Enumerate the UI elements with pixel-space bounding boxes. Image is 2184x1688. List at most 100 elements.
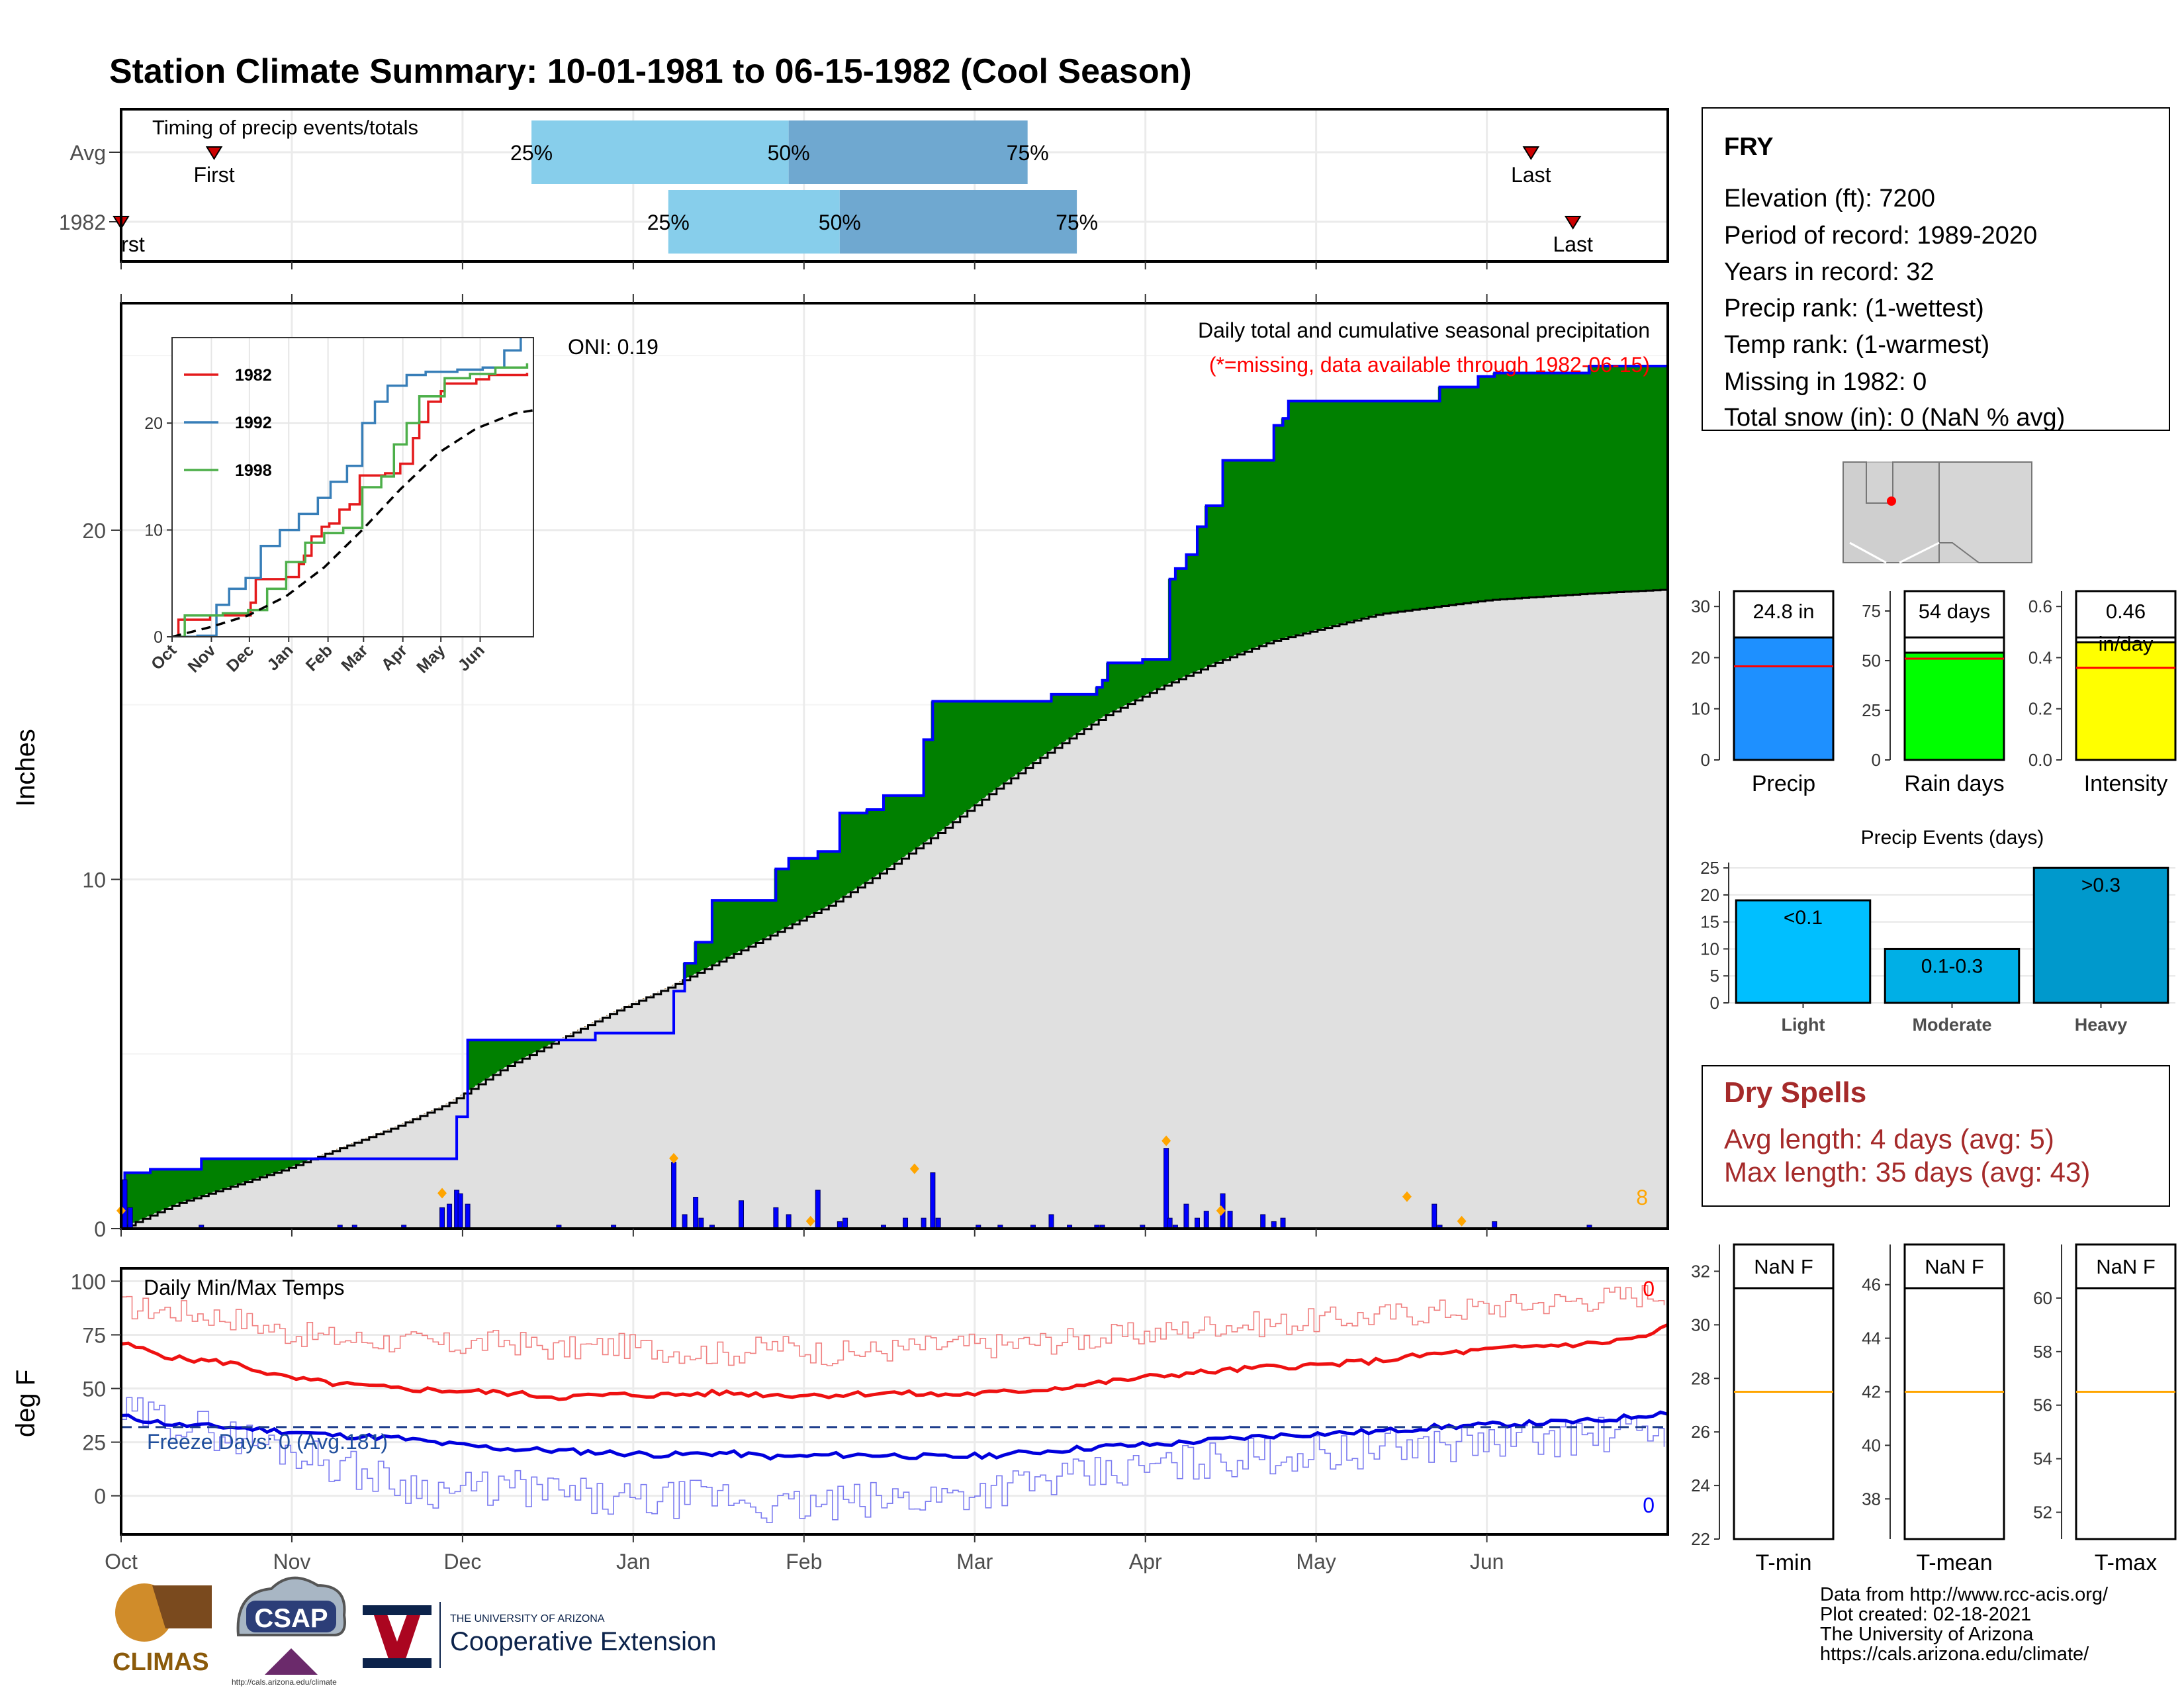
above-average-area <box>1576 373 1581 594</box>
timing-panel-label: Timing of precip events/totals <box>152 116 418 139</box>
above-average-area <box>136 1172 140 1221</box>
daily-precip-bar <box>439 1207 445 1229</box>
above-average-area <box>1492 373 1497 600</box>
above-average-area <box>1478 376 1482 602</box>
above-average-area <box>1087 694 1092 726</box>
above-average-area <box>529 1040 534 1055</box>
above-average-area <box>508 1040 512 1066</box>
mini-bar-y-tick-label: 10 <box>1691 699 1710 719</box>
above-average-area <box>194 1169 199 1198</box>
above-average-area <box>1369 400 1373 617</box>
above-average-area <box>766 900 771 937</box>
above-average-area <box>697 942 702 972</box>
above-average-area <box>1102 680 1107 717</box>
above-average-area <box>1124 663 1128 706</box>
daily-precip-bar <box>739 1200 745 1229</box>
above-average-area <box>1441 387 1446 606</box>
above-average-area <box>756 900 760 943</box>
above-average-area <box>1343 400 1347 623</box>
csap-label-bg <box>246 1601 336 1632</box>
mini-bar-label-box <box>1733 590 1835 639</box>
mini-bar-y-tick-label: 25 <box>1862 700 1881 720</box>
above-average-area <box>832 851 837 903</box>
temp-box-x-label: T-max <box>2095 1550 2157 1575</box>
above-average-area <box>1394 400 1398 612</box>
above-average-area <box>496 1040 501 1072</box>
above-average-area <box>1226 460 1231 658</box>
above-average-area <box>1295 400 1300 635</box>
events-bar <box>1735 899 1872 1004</box>
events-bar-label: <0.1 <box>1784 907 1823 929</box>
above-average-area <box>1288 400 1293 637</box>
above-average-area <box>996 701 1001 788</box>
inset-legend-label: 1998 <box>235 461 272 480</box>
dry-spells-avg: Avg length: 4 days (avg: 5) <box>1724 1123 2054 1154</box>
temp-box-y-tick-label: 60 <box>2033 1288 2052 1308</box>
main-y-tick-label: 10 <box>82 868 106 892</box>
above-average-area <box>278 1158 283 1171</box>
above-average-area <box>1324 400 1330 628</box>
above-average-area <box>471 1040 476 1088</box>
above-average-area <box>931 701 935 837</box>
daily-precip-bar <box>127 1207 133 1229</box>
above-average-area <box>1569 373 1574 595</box>
above-average-area <box>1551 373 1555 596</box>
temp-box-y-tick-label: 46 <box>1862 1275 1881 1295</box>
above-average-area <box>504 1040 508 1067</box>
timing-p50-label: 50% <box>768 141 810 165</box>
above-average-area <box>219 1158 224 1190</box>
temp-box-y-tick-label: 58 <box>2033 1342 2052 1362</box>
above-average-area <box>810 858 815 914</box>
above-average-area <box>1285 418 1289 638</box>
temp-box-y-tick-label: 52 <box>2033 1503 2052 1523</box>
temps-panel-label: Daily Min/Max Temps <box>144 1276 344 1299</box>
above-average-area <box>985 701 990 796</box>
above-average-area <box>274 1158 279 1172</box>
climas-logo-text: CLIMAS <box>113 1648 209 1676</box>
page-title: Station Climate Summary: 10-01-1981 to 0… <box>109 52 1192 91</box>
mini-bar-value-label: 0.46 <box>2106 600 2146 623</box>
above-average-area <box>1186 554 1191 675</box>
above-average-area <box>1321 400 1326 629</box>
above-average-area <box>1084 694 1089 728</box>
above-average-area <box>1456 387 1461 604</box>
temp-box-value-label: NaN F <box>1925 1255 1984 1278</box>
mini-bar-value <box>2075 641 2177 761</box>
temp-box-y-tick-label: 26 <box>1691 1422 1710 1442</box>
above-average-area <box>515 1040 520 1062</box>
above-average-area <box>205 1158 209 1195</box>
daily-precip-bar <box>1260 1214 1266 1229</box>
above-average-area <box>752 900 756 944</box>
above-average-area <box>1390 400 1395 613</box>
above-average-area <box>719 900 724 961</box>
above-average-area <box>1376 400 1381 615</box>
dry-spells-frame <box>1702 1065 2170 1207</box>
above-average-area <box>730 900 735 955</box>
above-average-area <box>179 1169 184 1203</box>
above-average-area <box>1357 400 1362 620</box>
temp-box-label-box <box>1733 1243 1835 1289</box>
timing-bar-50-75 <box>788 120 1028 184</box>
above-average-area <box>493 1040 498 1074</box>
above-average-area <box>285 1158 290 1169</box>
above-average-area <box>486 1040 490 1079</box>
mini-bar-y-tick-label: 50 <box>1862 651 1881 671</box>
above-average-area <box>1591 365 1596 594</box>
above-average-area <box>1412 400 1417 610</box>
timing-last-label: Last <box>1553 232 1593 256</box>
above-average-area <box>158 1169 162 1212</box>
above-average-area <box>475 1040 479 1086</box>
above-average-area <box>1299 400 1304 634</box>
above-average-area <box>1467 387 1471 603</box>
above-average-area <box>1430 400 1435 608</box>
above-average-area <box>1077 694 1081 733</box>
above-average-area <box>1631 365 1635 592</box>
above-average-area <box>1427 400 1432 608</box>
above-average-area <box>974 701 979 804</box>
inset-frame <box>171 337 534 637</box>
average-max-temp-line <box>120 1323 1669 1401</box>
mini-bar-value-label: 24.8 in <box>1752 600 1814 623</box>
ua-block-a-bar <box>363 1605 432 1615</box>
inset-series-1982 <box>172 373 529 637</box>
